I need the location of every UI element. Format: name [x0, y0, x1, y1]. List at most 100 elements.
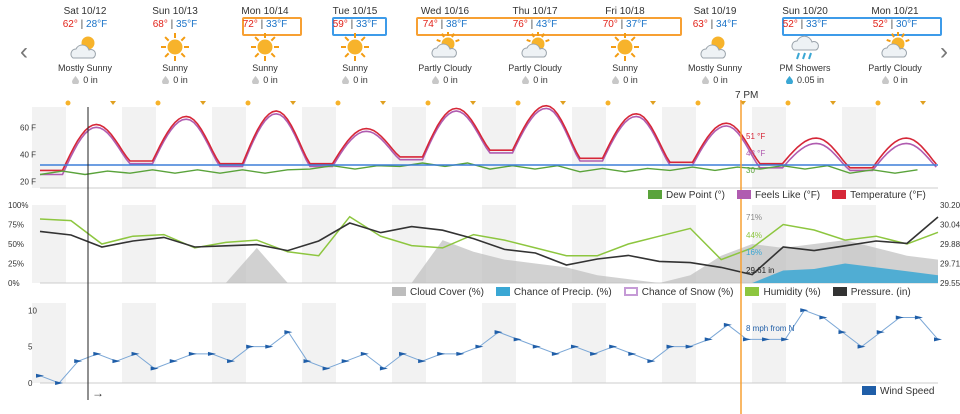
wind-direction-marker	[475, 344, 484, 349]
precip-value: 0.05 in	[796, 75, 825, 85]
wind-direction-marker	[628, 351, 637, 356]
legend-swatch	[862, 386, 876, 395]
humidity-readout: 44%	[746, 231, 762, 240]
night-band	[482, 303, 516, 383]
legend-label: Temperature (°F)	[850, 190, 926, 201]
precip-amount: 0 in	[670, 75, 760, 85]
sunrise-dot	[605, 100, 611, 106]
sunny-icon	[608, 32, 642, 62]
wind-direction-marker	[379, 366, 388, 371]
day-temps: 52° | 30°F	[850, 19, 940, 30]
day-column[interactable]: Sat 10/12 62° | 28°F Mostly Sunny 0 in	[40, 4, 130, 102]
precip-amount: 0 in	[40, 75, 130, 85]
wind-direction-marker	[800, 308, 809, 313]
high-temp: 70°	[602, 19, 618, 30]
night-band	[842, 303, 876, 383]
sunrise-dot	[65, 100, 71, 106]
legend-item[interactable]: Temperature (°F)	[832, 190, 926, 201]
condition-text: Sunny	[342, 63, 368, 73]
partly-cloudy-icon	[428, 32, 462, 62]
feels-like-line	[40, 107, 937, 176]
legend-item[interactable]: Humidity (%)	[745, 287, 821, 298]
day-column[interactable]: Thu 10/17 76° | 43°F Partly Cloudy 0 in	[490, 4, 580, 102]
precip-amount: 0 in	[310, 75, 400, 85]
sunset-marker	[290, 101, 296, 105]
day-column[interactable]: Mon 10/14 72° | 33°F Sunny 0 in	[220, 4, 310, 102]
sunset-marker	[470, 101, 476, 105]
wind-direction-marker	[590, 351, 599, 356]
temp-separator: |	[347, 19, 357, 30]
wind-direction-marker	[895, 315, 904, 320]
wind-direction-marker	[437, 351, 446, 356]
day-label: Sun 10/13	[152, 6, 198, 17]
day-column[interactable]: Tue 10/15 59° | 33°F Sunny 0 in	[310, 4, 400, 102]
highlight-box-blue-group	[782, 17, 942, 36]
day-column[interactable]: Mon 10/21 52° | 30°F Partly Cloudy 0 in	[850, 4, 940, 102]
day-column[interactable]: Sat 10/19 63° | 34°F Mostly Sunny 0 in	[670, 4, 760, 102]
night-band	[662, 303, 696, 383]
day-temps: 68° | 35°F	[130, 19, 220, 30]
precip-value: 0 in	[443, 75, 458, 85]
wind-direction-marker	[570, 344, 579, 349]
wind-direction-marker	[322, 366, 331, 371]
day-temps: 74° | 38°F	[400, 19, 490, 30]
cloud-cover-area	[40, 240, 938, 283]
day-column[interactable]: Fri 10/18 70° | 37°F Sunny 0 in	[580, 4, 670, 102]
night-band	[572, 205, 606, 283]
precip-value: 0 in	[263, 75, 278, 85]
prev-arrow[interactable]: ‹	[20, 38, 28, 65]
precip-amount: 0 in	[490, 75, 580, 85]
low-temp: 35°F	[176, 19, 198, 30]
legend-item[interactable]: Chance of Snow (%)	[623, 287, 733, 298]
wind-direction-marker	[819, 315, 828, 320]
day-label: Mon 10/14	[241, 6, 289, 17]
wind-direction-marker	[762, 337, 771, 342]
mid-y-tick-left: 25%	[8, 260, 24, 269]
mid-legend: Cloud Cover (%) Chance of Precip. (%) Chan…	[380, 287, 911, 298]
legend-item[interactable]: Feels Like (°F)	[737, 190, 820, 201]
low-temp: 30°F	[896, 19, 918, 30]
raindrop-icon	[785, 76, 793, 85]
wind-direction-marker	[666, 344, 675, 349]
high-temp: 72°	[242, 19, 258, 30]
day-column[interactable]: Sun 10/13 68° | 35°F Sunny 0 in	[130, 4, 220, 102]
legend-item[interactable]: Wind Speed	[862, 386, 934, 397]
wind-direction-marker	[36, 373, 44, 378]
legend-item[interactable]: Chance of Precip. (%)	[495, 287, 612, 298]
highlight-box-orange	[242, 17, 302, 36]
wind-direction-marker	[360, 351, 369, 356]
day-temps: 62° | 28°F	[40, 19, 130, 30]
legend-item[interactable]: Dew Point (°)	[648, 190, 725, 201]
showers-icon	[788, 32, 822, 62]
current-time-label: 7 PM	[735, 90, 759, 101]
night-band	[302, 303, 336, 383]
day-column[interactable]: Sun 10/20 52° | 33°F PM Showers 0.05 in	[760, 4, 850, 102]
legend-item[interactable]: Pressure. (in)	[832, 287, 911, 298]
high-temp: 62°	[62, 19, 78, 30]
wind-direction-marker	[418, 359, 427, 364]
wind-direction-marker	[742, 337, 751, 342]
mid-y-tick-right: 29.71	[940, 260, 960, 269]
wind-direction-marker	[399, 351, 408, 356]
day-label: Mon 10/21	[871, 6, 919, 17]
sunset-marker	[380, 101, 386, 105]
condition-text: PM Showers	[779, 63, 831, 73]
next-arrow[interactable]: ›	[940, 38, 948, 65]
condition-text: Mostly Sunny	[57, 63, 113, 73]
day-label: Tue 10/15	[332, 6, 378, 17]
legend-swatch	[832, 287, 847, 296]
low-temp: 38°F	[446, 19, 468, 30]
wind-direction-marker	[246, 344, 255, 349]
legend-item[interactable]: Cloud Cover (%)	[392, 287, 484, 298]
night-band	[32, 303, 66, 383]
day-label: Sat 10/19	[693, 6, 737, 17]
night-band	[842, 107, 876, 188]
day-column[interactable]: Wed 10/16 74° | 38°F Partly Cloudy 0 in	[400, 4, 490, 102]
high-temp: 52°	[872, 19, 888, 30]
condition-text: Sunny	[612, 63, 638, 73]
highlight-box-blue	[332, 17, 387, 36]
mostly-sunny-icon	[68, 32, 102, 62]
mid-y-tick-left: 75%	[8, 221, 24, 230]
